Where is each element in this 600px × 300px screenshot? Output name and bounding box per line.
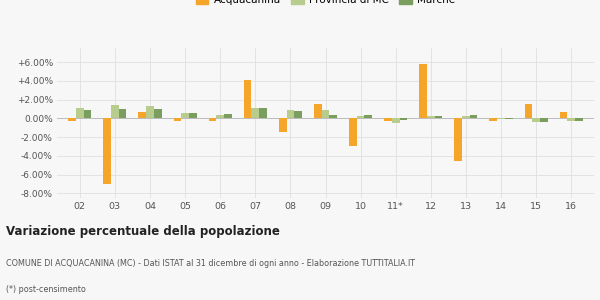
Bar	[532, 118, 540, 122]
Bar	[279, 118, 287, 132]
Bar	[454, 118, 462, 161]
Bar	[364, 115, 372, 118]
Bar	[139, 112, 146, 118]
Text: (*) post-censimento: (*) post-censimento	[6, 286, 86, 295]
Bar	[427, 116, 434, 118]
Bar	[76, 108, 83, 118]
Bar	[173, 118, 181, 121]
Bar	[560, 112, 568, 118]
Bar	[314, 104, 322, 118]
Bar	[259, 108, 267, 118]
Bar	[434, 116, 442, 118]
Bar	[103, 118, 111, 184]
Legend: Acquacanina, Provincia di MC, Marche: Acquacanina, Provincia di MC, Marche	[192, 0, 459, 9]
Text: COMUNE DI ACQUACANINA (MC) - Dati ISTAT al 31 dicembre di ogni anno - Elaborazio: COMUNE DI ACQUACANINA (MC) - Dati ISTAT …	[6, 259, 415, 268]
Bar	[224, 114, 232, 118]
Bar	[209, 118, 217, 121]
Text: Variazione percentuale della popolazione: Variazione percentuale della popolazione	[6, 226, 280, 238]
Bar	[470, 115, 478, 118]
Bar	[490, 118, 497, 121]
Bar	[181, 113, 189, 118]
Bar	[119, 109, 127, 118]
Bar	[392, 118, 400, 123]
Bar	[462, 116, 470, 118]
Bar	[251, 108, 259, 118]
Bar	[154, 109, 161, 118]
Bar	[244, 80, 251, 118]
Bar	[400, 118, 407, 120]
Bar	[146, 106, 154, 118]
Bar	[329, 115, 337, 118]
Bar	[322, 110, 329, 118]
Bar	[189, 113, 197, 118]
Bar	[287, 110, 294, 118]
Bar	[384, 118, 392, 121]
Bar	[505, 118, 512, 119]
Bar	[497, 118, 505, 119]
Bar	[83, 110, 91, 118]
Bar	[568, 118, 575, 121]
Bar	[111, 105, 119, 118]
Bar	[217, 115, 224, 118]
Bar	[524, 104, 532, 118]
Bar	[357, 116, 364, 118]
Bar	[540, 118, 548, 122]
Bar	[575, 118, 583, 121]
Bar	[68, 118, 76, 121]
Bar	[294, 111, 302, 118]
Bar	[419, 64, 427, 118]
Bar	[349, 118, 357, 146]
